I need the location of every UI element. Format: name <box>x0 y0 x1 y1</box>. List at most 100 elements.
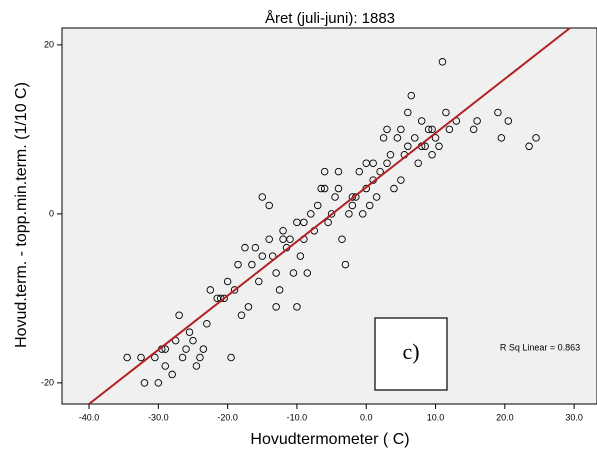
point <box>220 294 228 303</box>
point <box>189 336 197 345</box>
point <box>383 125 391 134</box>
panel-label: c) <box>402 339 419 364</box>
y-tick-label: 0 <box>49 208 54 218</box>
point <box>438 58 447 66</box>
point <box>206 286 215 294</box>
x-axis-label: Hovudtermometer ( C) <box>250 431 409 448</box>
point <box>386 150 395 159</box>
point <box>258 193 267 201</box>
point <box>404 108 412 117</box>
point <box>504 117 513 125</box>
point <box>393 134 402 142</box>
point <box>331 193 339 201</box>
point <box>296 252 305 260</box>
point <box>300 218 308 227</box>
point <box>244 303 253 311</box>
point <box>140 379 149 387</box>
x-tick-label: 0.0 <box>360 412 373 422</box>
point <box>168 370 176 379</box>
point <box>348 193 357 201</box>
point <box>469 125 478 134</box>
point <box>372 193 381 201</box>
point <box>251 243 260 252</box>
point <box>203 319 211 328</box>
point <box>154 379 163 387</box>
panel-box <box>374 317 448 391</box>
point <box>265 201 273 210</box>
point <box>196 353 204 362</box>
point <box>348 201 357 210</box>
point <box>494 108 502 117</box>
x-tick-label: -20.0 <box>217 412 238 422</box>
point <box>428 125 436 134</box>
point <box>279 235 287 243</box>
point <box>407 91 416 100</box>
y-tick-label: 20 <box>44 39 54 49</box>
point <box>320 184 329 193</box>
point <box>327 210 336 218</box>
point <box>230 286 239 294</box>
point <box>123 353 131 362</box>
point <box>255 277 263 286</box>
point <box>376 167 384 176</box>
point <box>345 210 353 218</box>
point <box>410 134 419 142</box>
point <box>397 176 405 184</box>
point <box>185 328 194 336</box>
point <box>275 286 284 294</box>
r-squared: R Sq Linear = 0.863 <box>500 342 580 352</box>
point <box>397 125 405 134</box>
point <box>151 353 159 362</box>
point <box>334 167 343 176</box>
point <box>272 269 280 277</box>
point <box>137 353 145 362</box>
point <box>293 303 301 311</box>
x-tick-label: -30.0 <box>148 412 169 422</box>
point <box>369 159 377 167</box>
point <box>445 125 454 134</box>
fit-line <box>88 27 571 405</box>
point <box>383 159 391 167</box>
point <box>414 159 422 167</box>
point <box>379 134 388 142</box>
x-tick-label: 20.0 <box>496 412 514 422</box>
y-axis-label: Hovud.term. - topp.min.term. (1/10 C) <box>13 82 30 348</box>
point <box>199 345 208 353</box>
x-tick-label: -10.0 <box>287 412 308 422</box>
point <box>525 142 533 151</box>
point <box>227 353 235 362</box>
y-tick-label: -20 <box>41 377 54 387</box>
point <box>424 125 433 134</box>
point <box>390 184 398 193</box>
point <box>417 117 426 125</box>
point <box>341 260 350 269</box>
point <box>182 345 190 353</box>
point <box>334 184 343 193</box>
point <box>313 201 322 210</box>
point <box>265 235 273 243</box>
point <box>317 184 325 193</box>
point <box>435 142 443 151</box>
point <box>324 218 332 227</box>
chart-title: Året (juli-juni): 1883 <box>265 10 395 27</box>
point <box>192 362 201 370</box>
point <box>307 210 315 218</box>
x-tick-label: 30.0 <box>565 412 583 422</box>
point <box>223 277 232 286</box>
point <box>237 311 246 320</box>
point <box>428 150 436 159</box>
point <box>404 142 412 151</box>
point <box>473 117 481 125</box>
point <box>532 134 540 142</box>
point <box>338 235 346 243</box>
x-tick-label: 10.0 <box>427 412 445 422</box>
point <box>241 243 249 252</box>
point <box>175 311 183 320</box>
point <box>161 345 170 353</box>
point <box>362 184 370 193</box>
point <box>431 134 440 142</box>
point <box>421 142 429 151</box>
point <box>289 269 298 277</box>
